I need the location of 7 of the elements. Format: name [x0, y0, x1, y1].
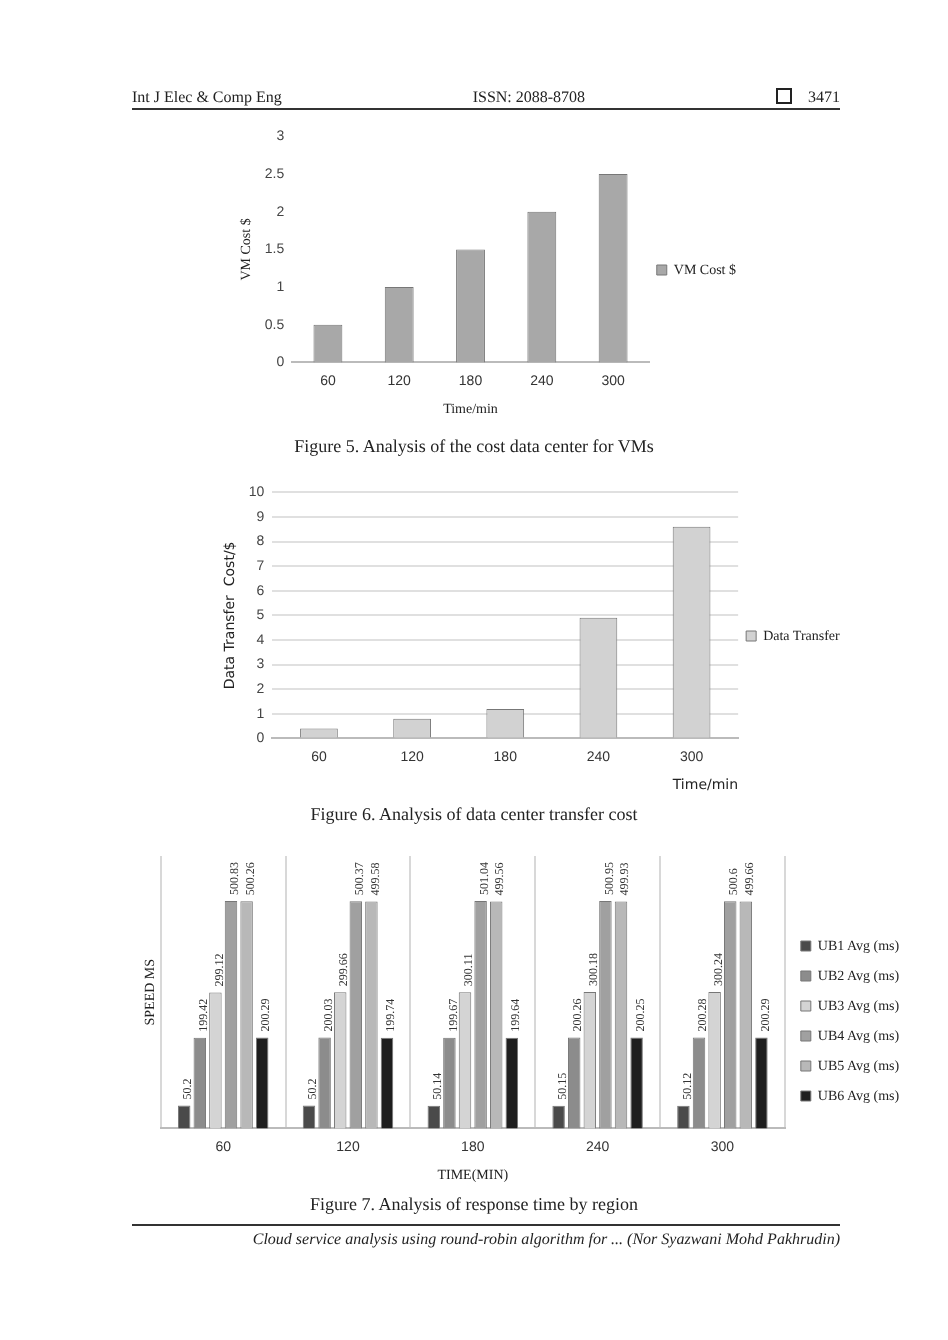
caption: Figure 5. Analysis of the cost data center for VMs [292, 436, 656, 456]
caption: Figure 6. Analysis of data center transfer cost [308, 804, 640, 824]
caption: Figure 7. Analysis of response time by region [308, 1194, 640, 1214]
text: 3471 [808, 88, 840, 106]
text: ISSN: 2088-8708 [472, 88, 586, 106]
text: Int J Elec & Comp Eng [132, 88, 282, 106]
text: Cloud service analysis using round-robin algorithm for ... (Nor Syazwani Mohd Pakhrudin) [132, 1224, 840, 1248]
